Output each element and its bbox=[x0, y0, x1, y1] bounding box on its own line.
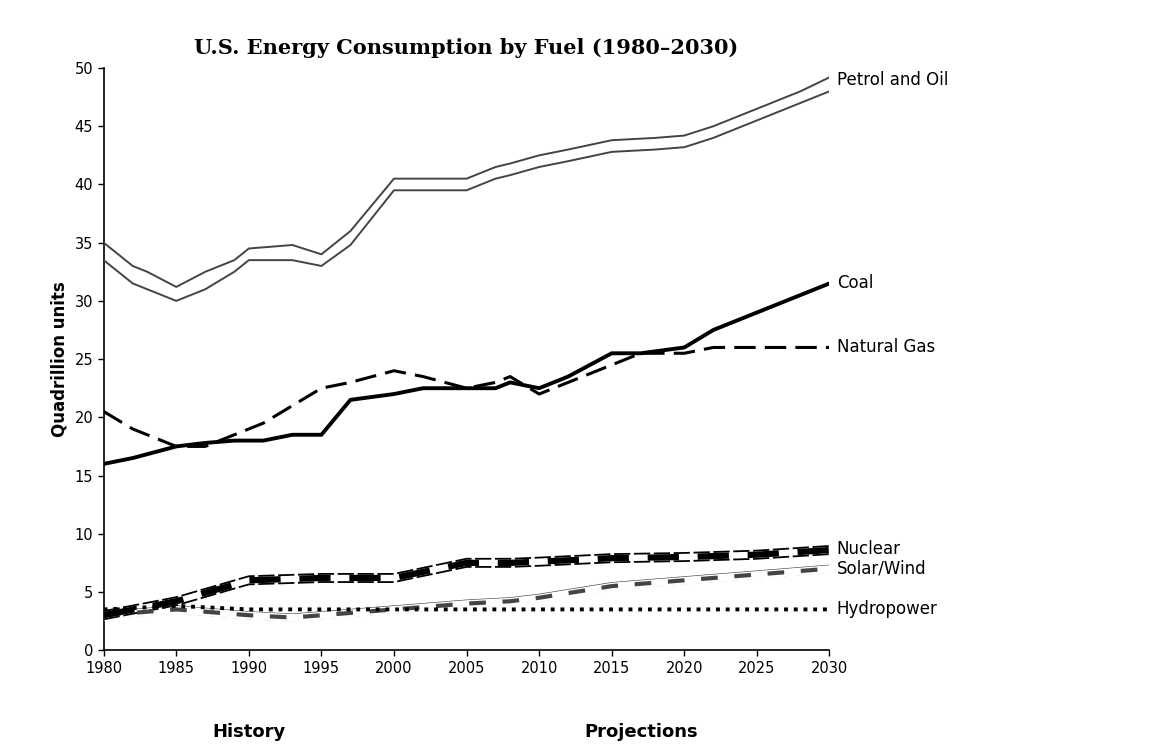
Text: Coal: Coal bbox=[836, 274, 873, 293]
Text: History: History bbox=[212, 723, 286, 742]
Text: Hydropower: Hydropower bbox=[836, 600, 938, 618]
Text: Projections: Projections bbox=[584, 723, 698, 742]
Text: Petrol and Oil: Petrol and Oil bbox=[836, 70, 948, 88]
Text: Solar/Wind: Solar/Wind bbox=[836, 559, 926, 578]
Text: Nuclear: Nuclear bbox=[836, 540, 901, 558]
Y-axis label: Quadrillion units: Quadrillion units bbox=[51, 281, 69, 437]
Text: Natural Gas: Natural Gas bbox=[836, 339, 935, 357]
Title: U.S. Energy Consumption by Fuel (1980–2030): U.S. Energy Consumption by Fuel (1980–20… bbox=[195, 38, 738, 58]
